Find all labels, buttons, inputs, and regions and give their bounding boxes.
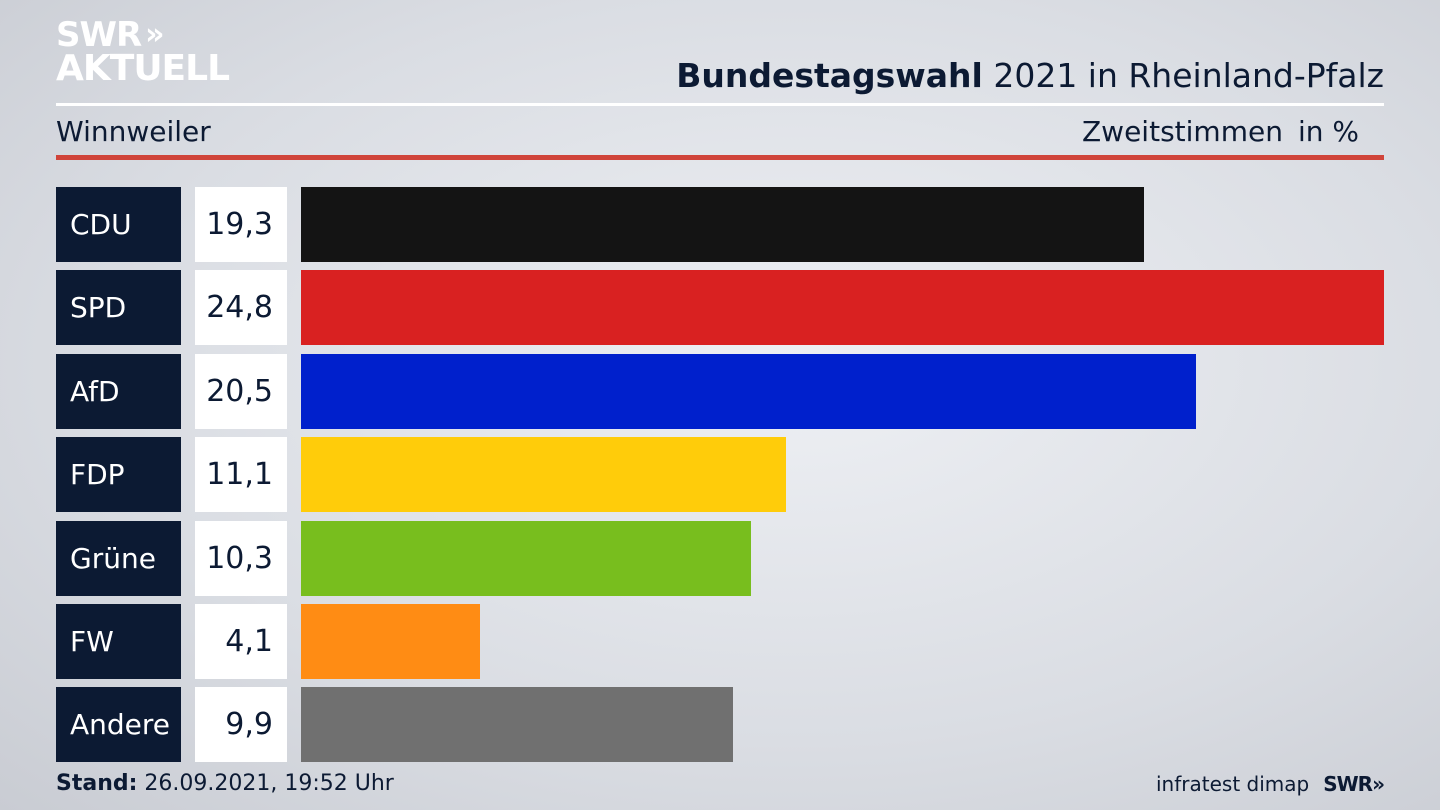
metric-label: Zweitstimmen — [1082, 115, 1283, 148]
bar-cdu — [301, 187, 1144, 262]
region-label: Winnweiler — [56, 115, 211, 148]
logo-swr-text: SWR — [56, 15, 142, 55]
source-credit: infratest dimap SWR» — [1156, 772, 1385, 796]
bar-afd — [301, 353, 1196, 429]
swr-chevron-icon: » — [1372, 772, 1385, 796]
source-label: infratest dimap — [1156, 772, 1310, 796]
party-label: FW — [56, 604, 181, 679]
party-label: FDP — [56, 437, 181, 513]
header-divider — [56, 103, 1384, 106]
stand-value: 26.09.2021, 19:52 Uhr — [137, 771, 394, 796]
timestamp: Stand: 26.09.2021, 19:52 Uhr — [56, 771, 394, 796]
party-label: AfD — [56, 353, 181, 429]
logo-chevron-icon: » — [145, 17, 165, 52]
title-rest: 2021 in Rheinland-Pfalz — [982, 56, 1384, 95]
value-label: 20,5 — [195, 353, 287, 429]
bar-andere — [301, 687, 733, 763]
party-label: SPD — [56, 270, 181, 346]
value-label: 9,9 — [195, 687, 287, 763]
party-label: CDU — [56, 187, 181, 262]
value-label: 24,8 — [195, 270, 287, 346]
bar-grüne — [301, 520, 751, 596]
bar-fw — [301, 604, 480, 679]
bar-fdp — [301, 437, 786, 513]
swr-logo-small: SWR» — [1323, 772, 1385, 796]
stand-label: Stand: — [56, 771, 138, 796]
unit-label: in % — [1298, 115, 1360, 148]
party-label: Andere — [56, 687, 181, 763]
value-label: 4,1 — [195, 604, 287, 679]
page-title: Bundestagswahl 2021 in Rheinland-Pfalz — [676, 56, 1384, 95]
value-label: 19,3 — [195, 187, 287, 262]
bar-spd — [301, 270, 1384, 346]
value-label: 10,3 — [195, 520, 287, 596]
accent-divider — [56, 155, 1384, 160]
party-label: Grüne — [56, 520, 181, 596]
value-label: 11,1 — [195, 437, 287, 513]
logo-aktuell-text: AKTUELL — [56, 48, 230, 89]
title-bold: Bundestagswahl — [676, 56, 983, 95]
swr-aktuell-logo: SWR» AKTUELL — [56, 15, 230, 89]
